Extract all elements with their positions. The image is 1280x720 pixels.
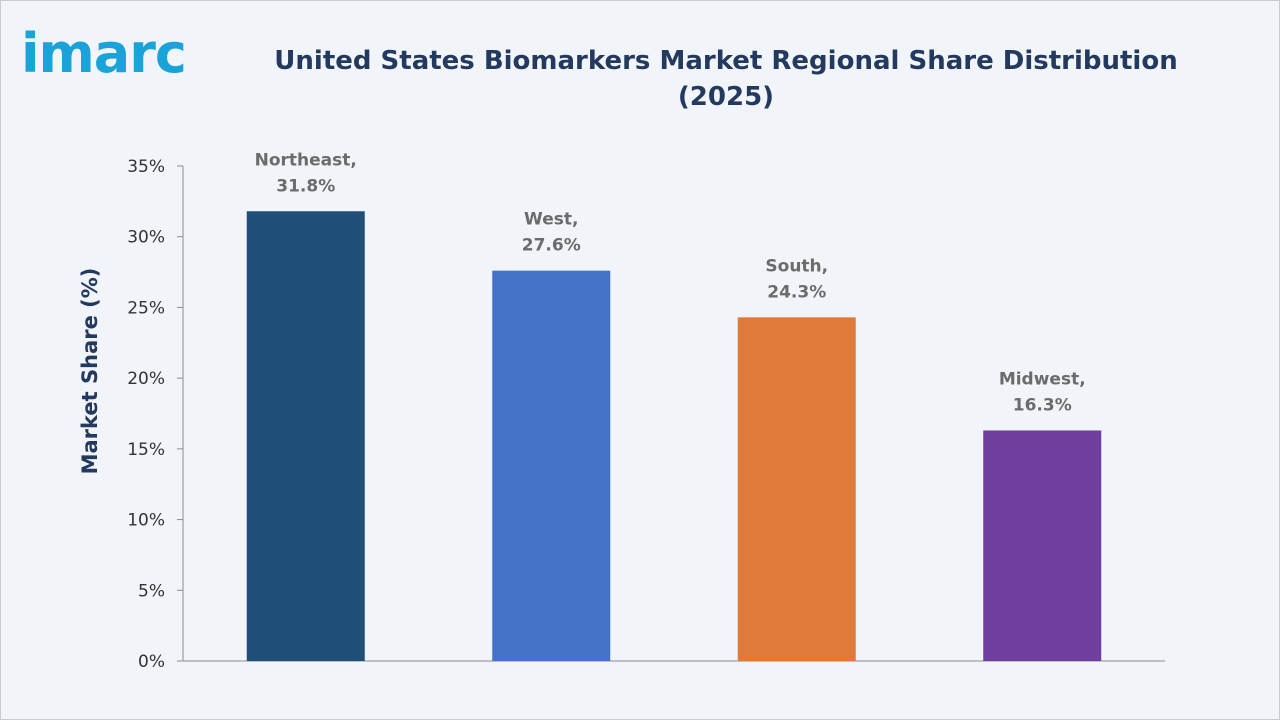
data-label-value: 31.8% — [276, 176, 335, 196]
chart-title: United States Biomarkers Market Regional… — [251, 43, 1201, 115]
data-label-value: 24.3% — [767, 282, 826, 302]
chart-title-line-2: (2025) — [677, 82, 775, 112]
data-label-category: South, — [765, 256, 828, 276]
y-tick-label: 0% — [138, 652, 165, 672]
data-label-category: Northeast, — [255, 150, 357, 170]
y-tick-label: 5% — [138, 581, 165, 601]
y-tick-label: 20% — [127, 369, 165, 389]
bar-northeast — [246, 211, 365, 661]
bar-south — [737, 317, 856, 661]
data-label-category: Midwest, — [999, 369, 1086, 389]
data-label-value: 27.6% — [522, 236, 581, 256]
y-tick-label: 25% — [127, 298, 165, 318]
y-tick-label: 35% — [127, 157, 165, 177]
y-tick-label: 30% — [127, 228, 165, 248]
chart-title-line-1: United States Biomarkers Market Regional… — [274, 46, 1178, 76]
data-label-value: 16.3% — [1013, 395, 1072, 415]
y-tick-label: 10% — [127, 511, 165, 531]
bar-midwest — [983, 430, 1102, 661]
bar-west — [492, 270, 611, 661]
y-tick-label: 15% — [127, 440, 165, 460]
imarc-logo: imarc — [21, 22, 187, 85]
data-label-category: West, — [524, 210, 578, 230]
